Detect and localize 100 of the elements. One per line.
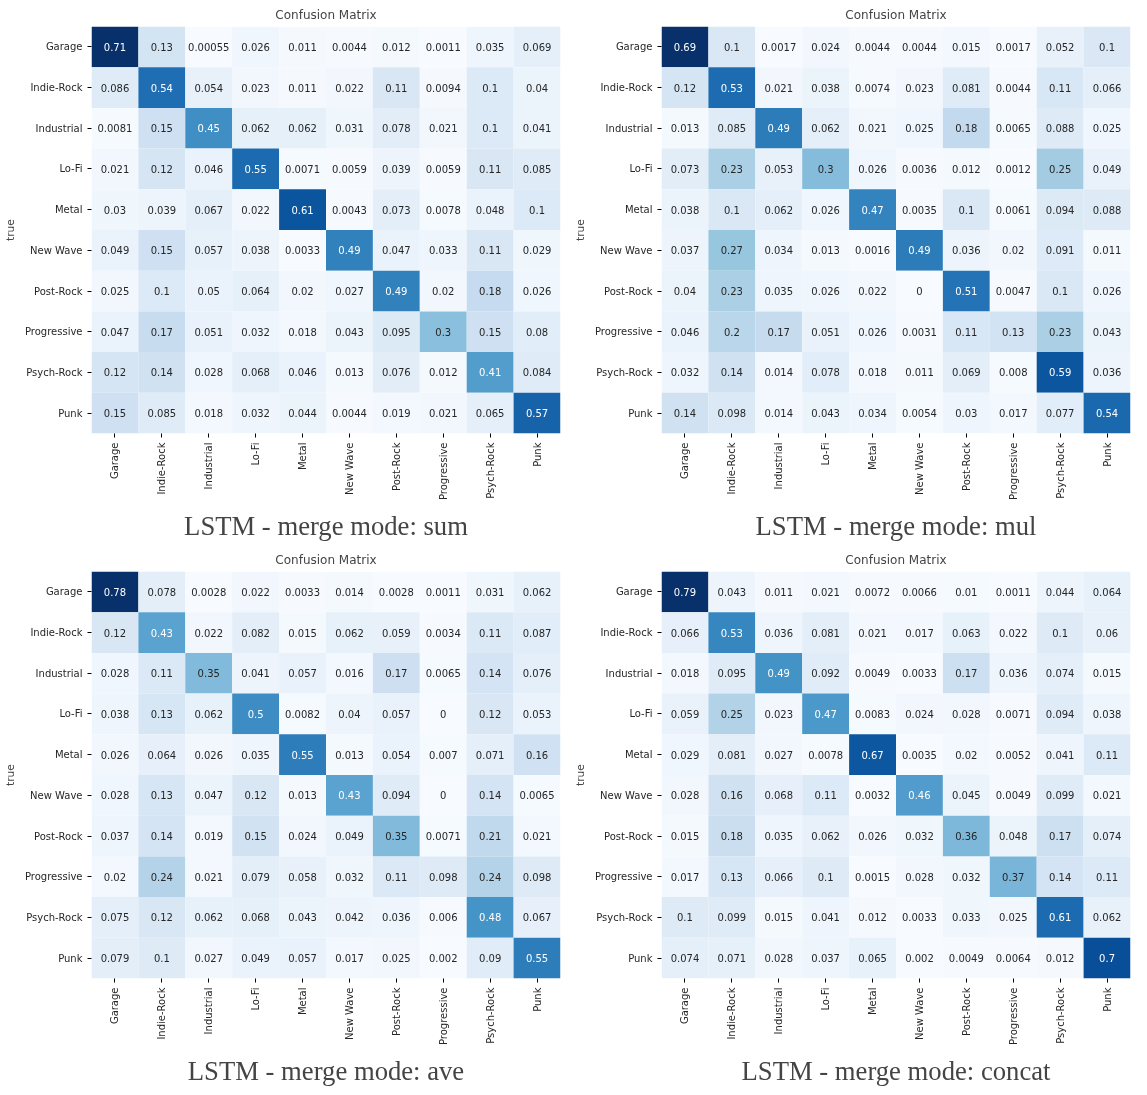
data-label: 0.043	[811, 408, 840, 420]
data-label: 0.011	[905, 367, 934, 379]
chart-title: Confusion Matrix	[845, 7, 947, 22]
data-label: 0.068	[241, 367, 270, 379]
data-label: 0.071	[475, 749, 505, 761]
data-label: 0.062	[1092, 912, 1122, 924]
data-label: 0.2	[723, 326, 740, 338]
data-label: 0.028	[905, 871, 934, 883]
data-label: 0.011	[288, 82, 317, 94]
data-label: 0.044	[288, 408, 317, 420]
data-label: 0.0082	[285, 708, 321, 720]
y-tick-label: Industrial	[605, 122, 653, 134]
data-label: 0.021	[100, 163, 130, 175]
data-label: 0.022	[335, 82, 364, 94]
data-label: 0.047	[194, 790, 224, 802]
data-label: 0.043	[1092, 326, 1122, 338]
y-tick-label: Psych-Rock	[596, 366, 653, 378]
y-tick-label: Progressive	[594, 326, 653, 338]
y-tick-label: Post-Rock	[604, 285, 653, 297]
data-label: 0.11	[814, 790, 837, 802]
data-label: 0.13	[720, 871, 743, 883]
data-label: 0.1	[153, 286, 170, 298]
data-label: 0.1	[1052, 627, 1069, 639]
data-label: 0.064	[147, 749, 177, 761]
x-tick-label: Lo-Fi	[820, 442, 832, 466]
data-label: 0.0028	[378, 586, 414, 598]
data-label: 0.05	[197, 286, 220, 298]
data-label: 0.51	[955, 286, 978, 298]
data-label: 0.027	[335, 286, 364, 298]
data-label: 0.032	[335, 871, 364, 883]
data-label: 0.029	[670, 749, 700, 761]
x-tick-label: Metal	[297, 442, 309, 471]
data-label: 0.14	[150, 367, 173, 379]
y-tick-label: Metal	[624, 204, 653, 216]
data-label: 0.1	[1052, 286, 1069, 298]
data-label: 0.066	[670, 627, 700, 639]
data-label: 0.49	[767, 123, 790, 135]
data-label: 0.12	[673, 82, 697, 94]
data-label: 0.095	[382, 326, 411, 338]
y-tick-label: Post-Rock	[34, 830, 83, 842]
data-label: 0.073	[382, 204, 411, 216]
data-label: 0.0094	[425, 82, 461, 94]
data-label: 0.59	[1049, 367, 1072, 379]
y-tick-label: New Wave	[600, 244, 653, 256]
data-label: 0.54	[150, 82, 173, 94]
data-label: 0.036	[382, 912, 411, 924]
data-label: 0.0078	[808, 749, 844, 761]
data-label: 0.13	[150, 41, 173, 53]
data-label: 0.046	[288, 367, 317, 379]
data-label: 0.46	[908, 790, 931, 802]
data-label: 0.032	[670, 367, 700, 379]
data-label: 0.0059	[331, 163, 367, 175]
data-label: 0.026	[858, 326, 887, 338]
data-label: 0.006	[428, 912, 458, 924]
data-label: 0.03	[103, 204, 127, 216]
data-label: 0.021	[811, 586, 840, 598]
x-tick-label: Metal	[297, 987, 309, 1016]
data-label: 0.12	[479, 708, 502, 720]
data-label: 0.023	[905, 82, 934, 94]
data-label: 0.1	[529, 204, 545, 216]
data-label: 0.026	[811, 204, 840, 216]
data-label: 0.013	[335, 749, 364, 761]
data-label: 0.0052	[995, 749, 1031, 761]
data-label: 0.062	[764, 204, 794, 216]
data-label: 0.15	[150, 245, 173, 257]
data-label: 0.049	[1092, 163, 1122, 175]
y-tick-label: Industrial	[35, 122, 83, 134]
data-label: 0.092	[811, 668, 840, 680]
data-label: 0.5	[247, 708, 264, 720]
data-label: 0.087	[522, 627, 552, 639]
y-tick-label: Metal	[624, 749, 653, 761]
data-label: 0.015	[764, 912, 794, 924]
data-label: 0.37	[1002, 871, 1025, 883]
data-label: 0.011	[1092, 245, 1122, 257]
data-label: 0.054	[382, 749, 411, 761]
data-label: 0.057	[288, 668, 317, 680]
y-axis-title: true	[3, 219, 17, 241]
x-tick-label: Progressive	[1007, 987, 1019, 1046]
y-tick-label: Progressive	[24, 326, 83, 338]
data-label: 0.048	[475, 204, 505, 216]
data-label: 0.074	[1045, 668, 1075, 680]
data-label: 0	[916, 286, 923, 298]
data-label: 0.23	[1049, 326, 1072, 338]
data-label: 0.24	[150, 871, 173, 883]
data-label: 0.062	[335, 627, 364, 639]
data-label: 0.71	[103, 41, 127, 53]
data-label: 0.026	[100, 749, 130, 761]
data-label: 0.019	[382, 408, 411, 420]
data-label: 0.076	[382, 367, 411, 379]
data-label: 0.044	[1045, 586, 1075, 598]
data-label: 0.086	[100, 82, 130, 94]
data-label: 0.029	[522, 245, 552, 257]
x-tick-label: Garage	[109, 987, 121, 1025]
data-label: 0.078	[382, 123, 411, 135]
data-label: 0.081	[717, 749, 747, 761]
y-tick-label: Garage	[615, 586, 653, 598]
data-label: 0.1	[153, 953, 170, 965]
y-tick-label: Lo-Fi	[629, 708, 653, 720]
data-label: 0.1	[723, 41, 740, 53]
data-label: 0.021	[428, 408, 458, 420]
